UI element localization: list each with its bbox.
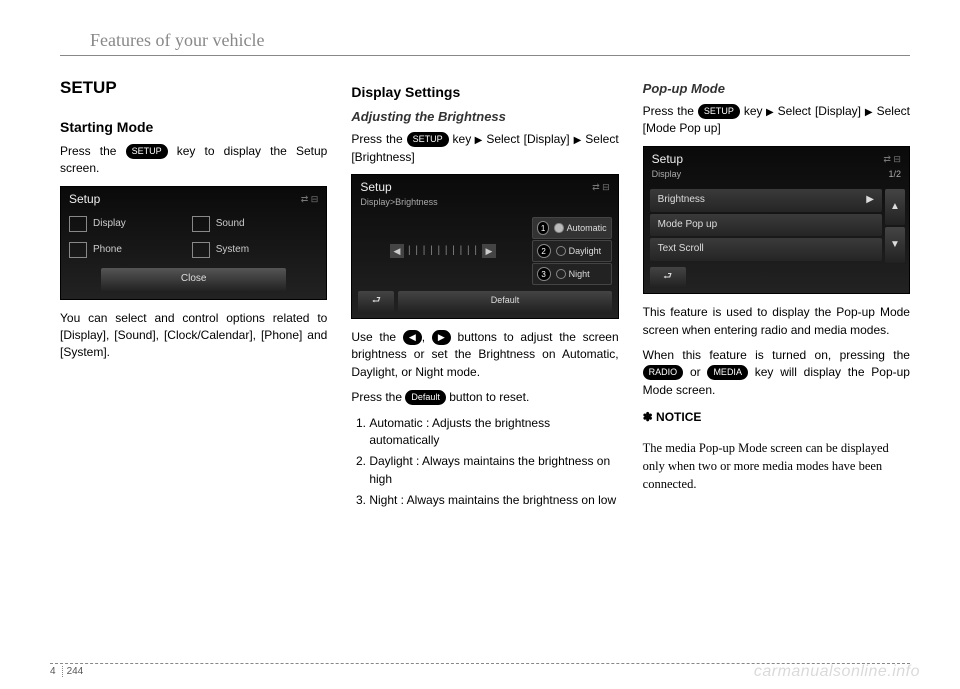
page-header: Features of your vehicle xyxy=(60,30,910,56)
radio-off-icon xyxy=(556,246,566,256)
subheading-brightness: Adjusting the Brightness xyxy=(351,108,618,127)
notice-body: The media Pop-up Mode screen can be disp… xyxy=(643,439,910,493)
arrow-right-icon: ▶ xyxy=(471,135,486,146)
phone-icon xyxy=(69,242,87,258)
arrow-right-icon: ▶ xyxy=(763,107,778,118)
badge-3: 3 xyxy=(537,267,551,281)
ss1-title: Setup xyxy=(69,191,100,208)
sound-icon xyxy=(192,216,210,232)
ss1-status-icons: ⇄ ⊟ xyxy=(301,193,319,206)
ss1-close-button: Close xyxy=(101,268,286,291)
scroll-down-icon: ▼ xyxy=(885,227,905,263)
ss1-item-phone: Phone xyxy=(69,242,174,258)
column-1: SETUP Starting Mode Press the SETUP key … xyxy=(60,76,327,515)
ss2-back-button: ⮐ xyxy=(358,291,394,312)
brightness-reset: Press the Default button to reset. xyxy=(351,389,618,406)
system-icon xyxy=(192,242,210,258)
ss2-opt-automatic: 1Automatic xyxy=(532,217,612,239)
left-key-icon: ◀ xyxy=(403,330,422,345)
page-number: 244 xyxy=(67,666,84,677)
screenshot-setup-main: Setup ⇄ ⊟ Display Sound Phone System Clo… xyxy=(60,186,327,300)
ss3-row-text-scroll: Text Scroll xyxy=(650,238,882,261)
brightness-use: Use the ◀, ▶ buttons to adjust the scree… xyxy=(351,329,618,381)
ss3-row-mode-popup: Mode Pop up xyxy=(650,214,882,237)
brightness-list: Automatic : Adjusts the brightness autom… xyxy=(351,415,618,510)
badge-2: 2 xyxy=(537,244,551,258)
ss3-title: Setup xyxy=(652,151,683,168)
popup-on-desc: When this feature is turned on, pressing… xyxy=(643,347,910,399)
screenshot-display-menu: Setup ⇄ ⊟ Display 1/2 Brightness▶ Mode P… xyxy=(643,146,910,294)
watermark: carmanualsonline.info xyxy=(754,663,920,681)
chapter-number: 4 xyxy=(50,666,63,677)
popup-desc: This feature is used to display the Pop-… xyxy=(643,304,910,339)
ss2-status-icons: ⇄ ⊟ xyxy=(592,181,610,194)
arrow-right-icon: ▶ xyxy=(865,107,877,118)
setup-key-badge: SETUP xyxy=(126,144,168,159)
left-arrow-icon: ◀ xyxy=(390,244,404,258)
ss3-breadcrumb: Display xyxy=(652,168,682,181)
right-key-icon: ▶ xyxy=(432,330,451,345)
radio-key-badge: RADIO xyxy=(643,365,684,380)
ss2-title: Setup xyxy=(360,179,391,196)
starting-mode-desc: You can select and control options relat… xyxy=(60,310,327,362)
display-icon xyxy=(69,216,87,232)
ss2-opt-daylight: 2Daylight xyxy=(532,240,612,262)
ss2-breadcrumb: Display>Brightness xyxy=(352,196,617,213)
radio-on-icon xyxy=(554,223,563,233)
notice-heading: ✽ NOTICE xyxy=(643,409,910,426)
ss2-opt-night: 3Night xyxy=(532,263,612,285)
chevron-right-icon: ▶ xyxy=(866,193,874,208)
ss3-row-brightness: Brightness▶ xyxy=(650,189,882,212)
arrow-right-icon: ▶ xyxy=(574,135,586,146)
radio-off-icon xyxy=(556,269,566,279)
subsection-display-settings: Display Settings xyxy=(351,82,618,102)
brightness-nav: Press the SETUP key ▶ Select [Display] ▶… xyxy=(351,131,618,166)
setup-key-badge: SETUP xyxy=(698,104,740,119)
screenshot-brightness: Setup ⇄ ⊟ Display>Brightness ◀ | | | | |… xyxy=(351,174,618,319)
ss1-item-sound: Sound xyxy=(192,216,297,232)
column-2: Display Settings Adjusting the Brightnes… xyxy=(351,76,618,515)
ss3-page-indicator: 1/2 xyxy=(888,168,901,181)
content-columns: SETUP Starting Mode Press the SETUP key … xyxy=(60,76,910,515)
column-3: Pop-up Mode Press the SETUP key ▶ Select… xyxy=(643,76,910,515)
ss2-slider: ◀ | | | | | | | | | | ▶ xyxy=(358,217,527,285)
section-title-setup: SETUP xyxy=(60,76,327,101)
subsection-starting-mode: Starting Mode xyxy=(60,117,327,137)
starting-mode-text: Press the SETUP key to display the Setup… xyxy=(60,143,327,178)
list-item-automatic: Automatic : Adjusts the brightness autom… xyxy=(369,415,618,450)
media-key-badge: MEDIA xyxy=(707,365,748,380)
ss1-item-system: System xyxy=(192,242,297,258)
ss3-back-button: ⮐ xyxy=(650,267,686,288)
scroll-up-icon: ▲ xyxy=(885,189,905,225)
slider-track: | | | | | | | | | | xyxy=(408,244,478,259)
ss3-status-icons: ⇄ ⊟ xyxy=(883,153,901,166)
badge-1: 1 xyxy=(537,221,550,235)
subheading-popup: Pop-up Mode xyxy=(643,80,910,99)
ss1-item-display: Display xyxy=(69,216,174,232)
list-item-daylight: Daylight : Always maintains the brightne… xyxy=(369,453,618,488)
popup-nav: Press the SETUP key ▶ Select [Display] ▶… xyxy=(643,103,910,138)
setup-key-badge: SETUP xyxy=(407,132,449,147)
list-item-night: Night : Always maintains the brightness … xyxy=(369,492,618,509)
right-arrow-icon: ▶ xyxy=(482,244,496,258)
default-key-badge: Default xyxy=(405,390,446,405)
ss2-default-button: Default xyxy=(398,291,611,312)
